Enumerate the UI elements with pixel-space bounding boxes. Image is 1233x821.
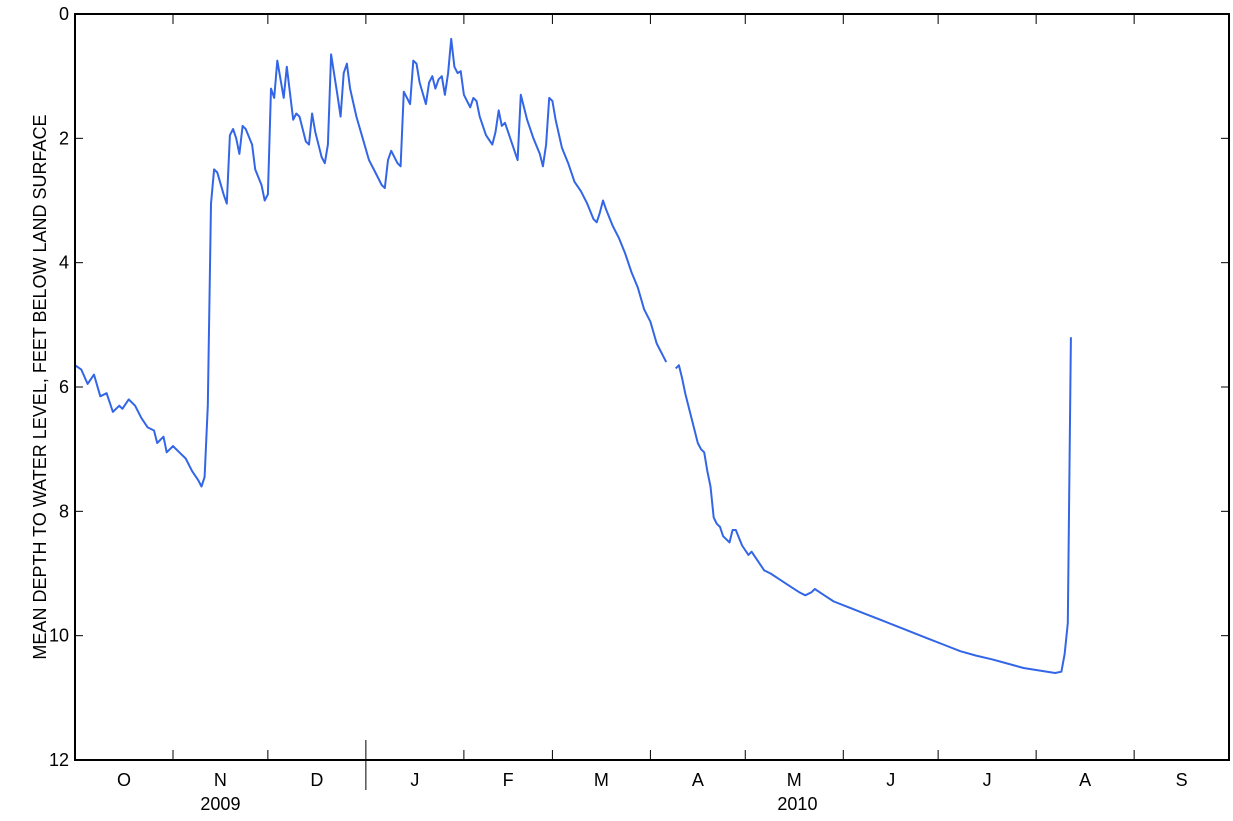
month-label: A (1079, 770, 1091, 790)
month-label: A (692, 770, 704, 790)
y-tick-label: 4 (59, 253, 69, 273)
y-axis-label: MEAN DEPTH TO WATER LEVEL, FEET BELOW LA… (30, 114, 50, 659)
month-label: J (886, 770, 895, 790)
year-label: 2009 (200, 794, 240, 814)
month-label: J (983, 770, 992, 790)
month-label: S (1176, 770, 1188, 790)
month-label: M (594, 770, 609, 790)
month-label: F (503, 770, 514, 790)
y-tick-label: 8 (59, 501, 69, 521)
plot-frame (74, 13, 1230, 761)
year-label: 2010 (777, 794, 817, 814)
month-label: D (310, 770, 323, 790)
y-tick-label: 10 (49, 626, 69, 646)
month-label: O (117, 770, 131, 790)
y-axis-ticks: 0 2 4 6 8 10 12 (49, 4, 1229, 770)
month-label: N (214, 770, 227, 790)
month-label: J (410, 770, 419, 790)
y-tick-label: 2 (59, 128, 69, 148)
month-label: M (787, 770, 802, 790)
y-tick-label: 12 (49, 750, 69, 770)
y-tick-label: 6 (59, 377, 69, 397)
y-tick-label: 0 (59, 4, 69, 24)
water-level-line (674, 337, 1072, 674)
x-axis-ticks: O N D J F M A M J J A S 2009 2010 (117, 14, 1188, 814)
series-layer (74, 37, 1072, 674)
water-level-line (74, 37, 668, 488)
